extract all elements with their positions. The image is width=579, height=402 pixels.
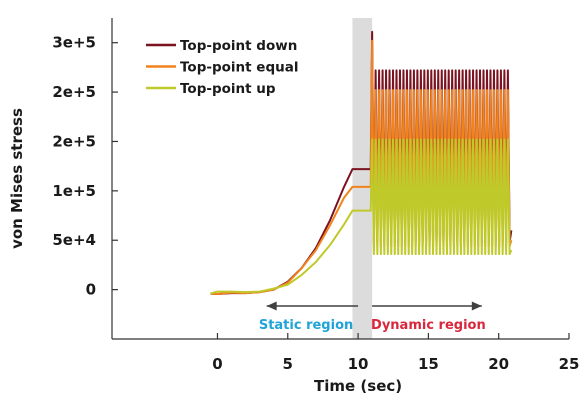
y-tick-label: 0 [86, 281, 96, 299]
region-annotations: Static region Dynamic region [259, 301, 486, 333]
y-tick-labels: 0 5e+4 1e+5 2e+5 2e+5 3e+5 3e+5 [52, 0, 96, 299]
x-tick-label: 25 [559, 355, 579, 373]
legend-label: Top-point equal [180, 60, 298, 76]
y-tick-label: 5e+4 [52, 231, 96, 249]
legend-label: Top-point down [180, 38, 297, 54]
x-tick-label: 5 [283, 355, 293, 373]
x-tick-label: 0 [212, 355, 222, 373]
y-tick-label: 2e+5 [52, 132, 96, 150]
region-label: Dynamic region [371, 318, 486, 333]
shaded-band [352, 18, 373, 339]
series-line-3 [210, 138, 513, 295]
legend-label: Top-point up [180, 81, 276, 97]
x-tick-label: 10 [348, 355, 369, 373]
y-tick-label: 3e+5 [52, 34, 96, 52]
x-tick-label: 15 [418, 355, 439, 373]
region-arrowhead [266, 301, 277, 311]
x-tick-label: 20 [488, 355, 509, 373]
legend: Top-point down Top-point equal Top-point u… [146, 38, 298, 97]
x-tick-labels: 0 5 10 15 20 25 [212, 355, 579, 373]
region-label: Static region [259, 318, 353, 333]
axes [111, 18, 570, 340]
y-tick-label: 2e+5 [52, 83, 96, 101]
series-layer [210, 30, 513, 296]
x-axis-label: Time (sec) [314, 377, 402, 395]
region-arrowhead [471, 301, 482, 311]
y-tick-label: 1e+5 [52, 182, 96, 200]
y-tick-label: 3e+5 [52, 0, 96, 2]
y-axis-label: von Mises stress [8, 108, 26, 249]
